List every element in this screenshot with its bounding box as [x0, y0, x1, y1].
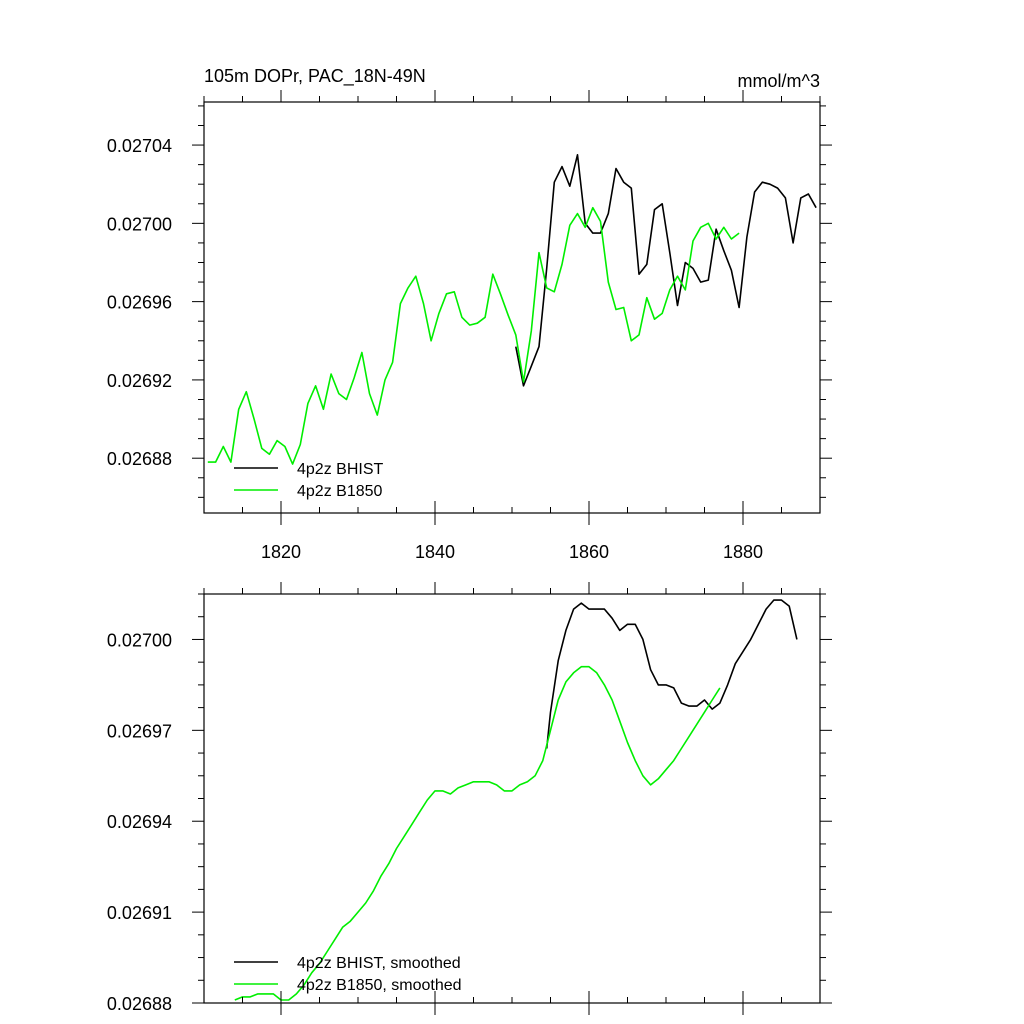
y-tick-label: 0.02700 — [107, 214, 172, 234]
top-panel-units: mmol/m^3 — [738, 71, 820, 91]
legend-label-bhist: 4p2z BHIST — [297, 461, 383, 478]
bottom-legend: 4p2z BHIST, smoothed 4p2z B1850, smoothe… — [234, 955, 462, 994]
y-tick-label: 0.02688 — [107, 994, 172, 1014]
top-legend: 4p2z BHIST 4p2z B1850 — [234, 461, 383, 500]
top-panel-title: 105m DOPr, PAC_18N-49N — [204, 66, 426, 87]
y-tick-label: 0.02688 — [107, 449, 172, 469]
legend-label-b1850: 4p2z B1850 — [297, 483, 383, 500]
series-line-4p2z-b1850-smoothed — [234, 665, 721, 1001]
x-tick-label: 1880 — [723, 542, 763, 562]
legend-label-bhist-smoothed: 4p2z BHIST, smoothed — [297, 955, 461, 972]
bottom-panel: 0.02688 0.02691 0.02694 0.02697 0.02700 4p2z… — [107, 582, 832, 1015]
top-plot-frame — [203, 101, 821, 514]
legend-label-b1850-smoothed: 4p2z B1850, smoothed — [297, 977, 462, 994]
top-panel: 105m DOPr, PAC_18N-49N mmol/m^3 1820 1840… — [107, 66, 832, 562]
series-line-4p2z-bhist-smoothed — [545, 599, 798, 749]
x-tick-label: 1860 — [569, 542, 609, 562]
bottom-plot-frame — [203, 593, 821, 1004]
y-tick-label: 0.02696 — [107, 293, 172, 313]
series-line-4p2z-b1850 — [207, 206, 740, 465]
y-tick-label: 0.02700 — [107, 630, 172, 650]
y-tick-label: 0.02692 — [107, 371, 172, 391]
x-tick-label: 1820 — [261, 542, 301, 562]
x-tick-label: 1840 — [415, 542, 455, 562]
series-line-4p2z-bhist — [515, 154, 817, 387]
y-tick-label: 0.02691 — [107, 903, 172, 923]
y-tick-label: 0.02697 — [107, 721, 172, 741]
y-tick-label: 0.02704 — [107, 136, 172, 156]
y-tick-label: 0.02694 — [107, 812, 172, 832]
